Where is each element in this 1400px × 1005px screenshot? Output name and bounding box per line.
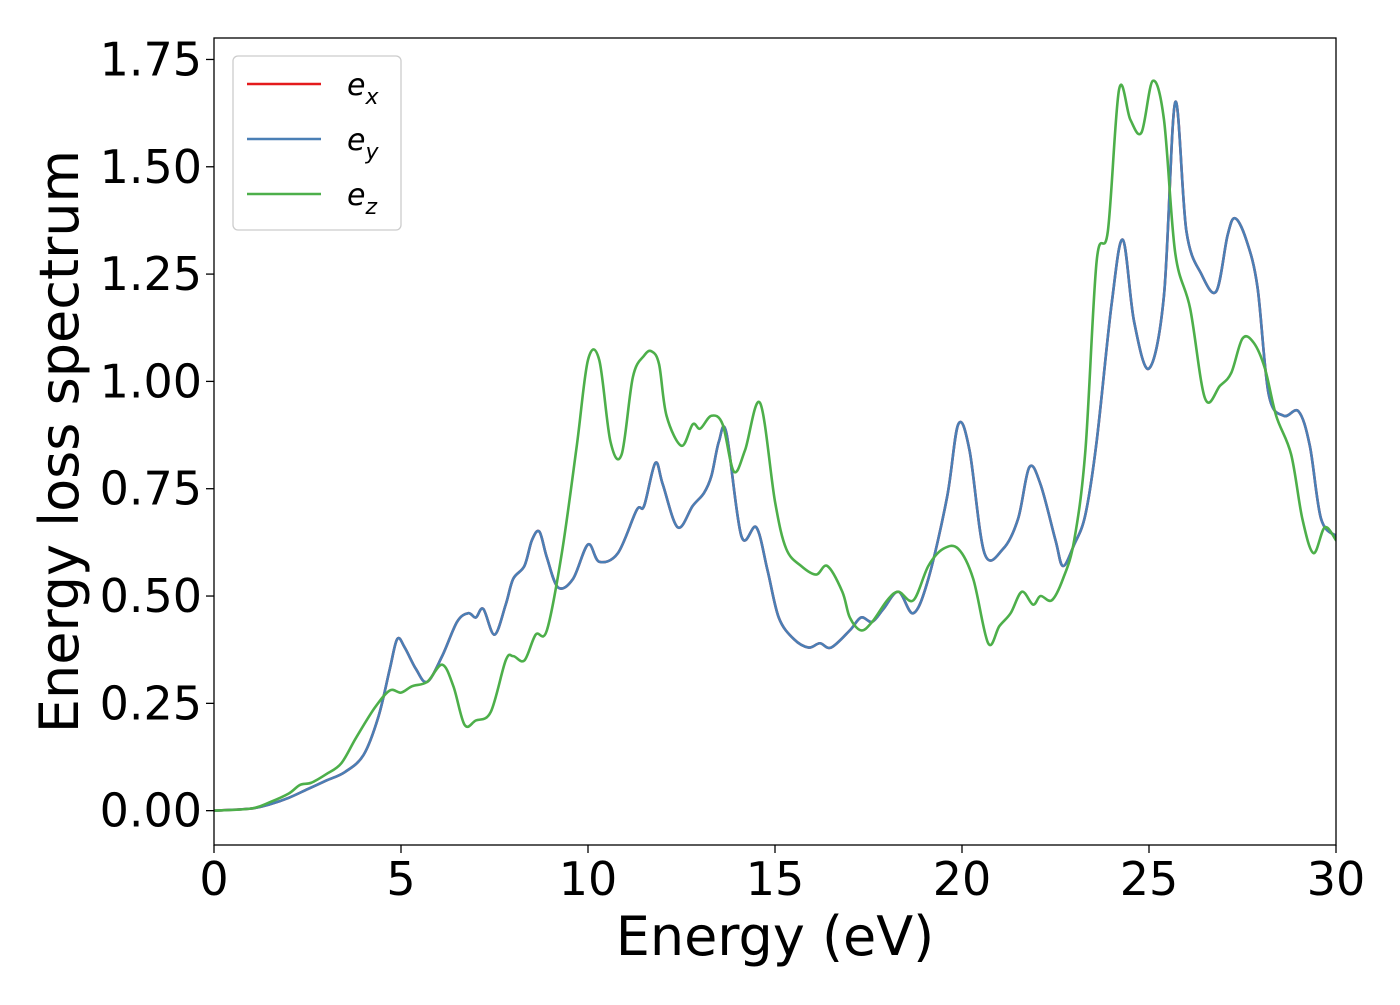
x-tick-label: 25 bbox=[1120, 852, 1179, 906]
y-tick-label: 1.00 bbox=[100, 354, 202, 408]
x-tick-label: 5 bbox=[386, 852, 415, 906]
legend-box bbox=[232, 55, 402, 231]
legend-label-base: e bbox=[347, 68, 365, 103]
y-tick-label: 0.75 bbox=[100, 462, 202, 516]
x-tick-label: 15 bbox=[746, 852, 805, 906]
legend-label-ex: ex bbox=[347, 68, 379, 110]
x-tick-label: 30 bbox=[1307, 852, 1366, 906]
legend-label-ey: ey bbox=[347, 123, 379, 165]
y-tick-label: 0.25 bbox=[100, 676, 202, 730]
series-line-ez bbox=[214, 79, 1336, 812]
legend-label-base: e bbox=[347, 178, 365, 213]
x-tick-label: 10 bbox=[559, 852, 618, 906]
x-axis-label: Energy (eV) bbox=[616, 905, 935, 968]
y-axis-label: Energy loss spectrum bbox=[28, 150, 91, 733]
legend-label-base: e bbox=[347, 123, 365, 158]
y-tick-label: 0.00 bbox=[100, 784, 202, 838]
legend-label-subscript: z bbox=[364, 195, 377, 220]
x-tick-label: 0 bbox=[199, 852, 228, 906]
legend-label-subscript: x bbox=[364, 85, 379, 110]
series-layer bbox=[214, 79, 1336, 812]
y-tick-label: 1.50 bbox=[100, 140, 202, 194]
y-axis-ticks: 0.00 0.25 0.50 0.75 1.00 1.25 1.50 1.75 bbox=[100, 32, 214, 838]
x-axis-ticks: 0 5 10 15 20 25 30 bbox=[199, 845, 1365, 906]
y-tick-label: 1.75 bbox=[100, 32, 202, 86]
legend-label-subscript: y bbox=[364, 140, 379, 165]
x-tick-label: 20 bbox=[933, 852, 992, 906]
legend-label-ez: ez bbox=[347, 178, 377, 220]
y-tick-label: 0.50 bbox=[100, 569, 202, 623]
y-tick-label: 1.25 bbox=[100, 247, 202, 301]
series-line-ey bbox=[214, 100, 1336, 812]
